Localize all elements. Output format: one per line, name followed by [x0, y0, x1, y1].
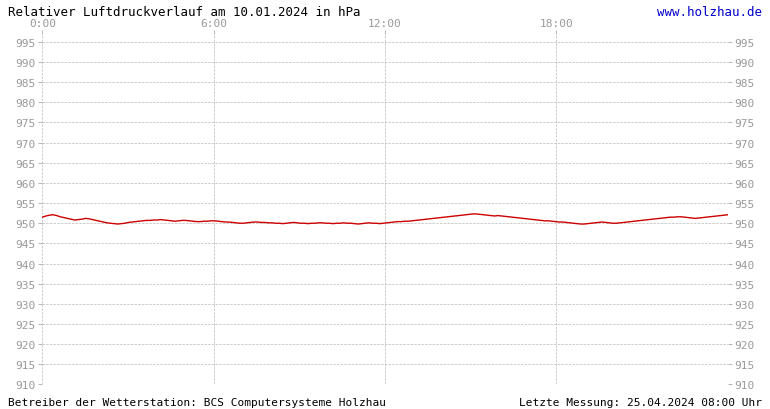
Text: Relativer Luftdruckverlauf am 10.01.2024 in hPa: Relativer Luftdruckverlauf am 10.01.2024… — [8, 6, 360, 19]
Text: Betreiber der Wetterstation: BCS Computersysteme Holzhau: Betreiber der Wetterstation: BCS Compute… — [8, 397, 386, 407]
Text: www.holzhau.de: www.holzhau.de — [658, 6, 762, 19]
Text: Letzte Messung: 25.04.2024 08:00 Uhr: Letzte Messung: 25.04.2024 08:00 Uhr — [519, 397, 762, 407]
